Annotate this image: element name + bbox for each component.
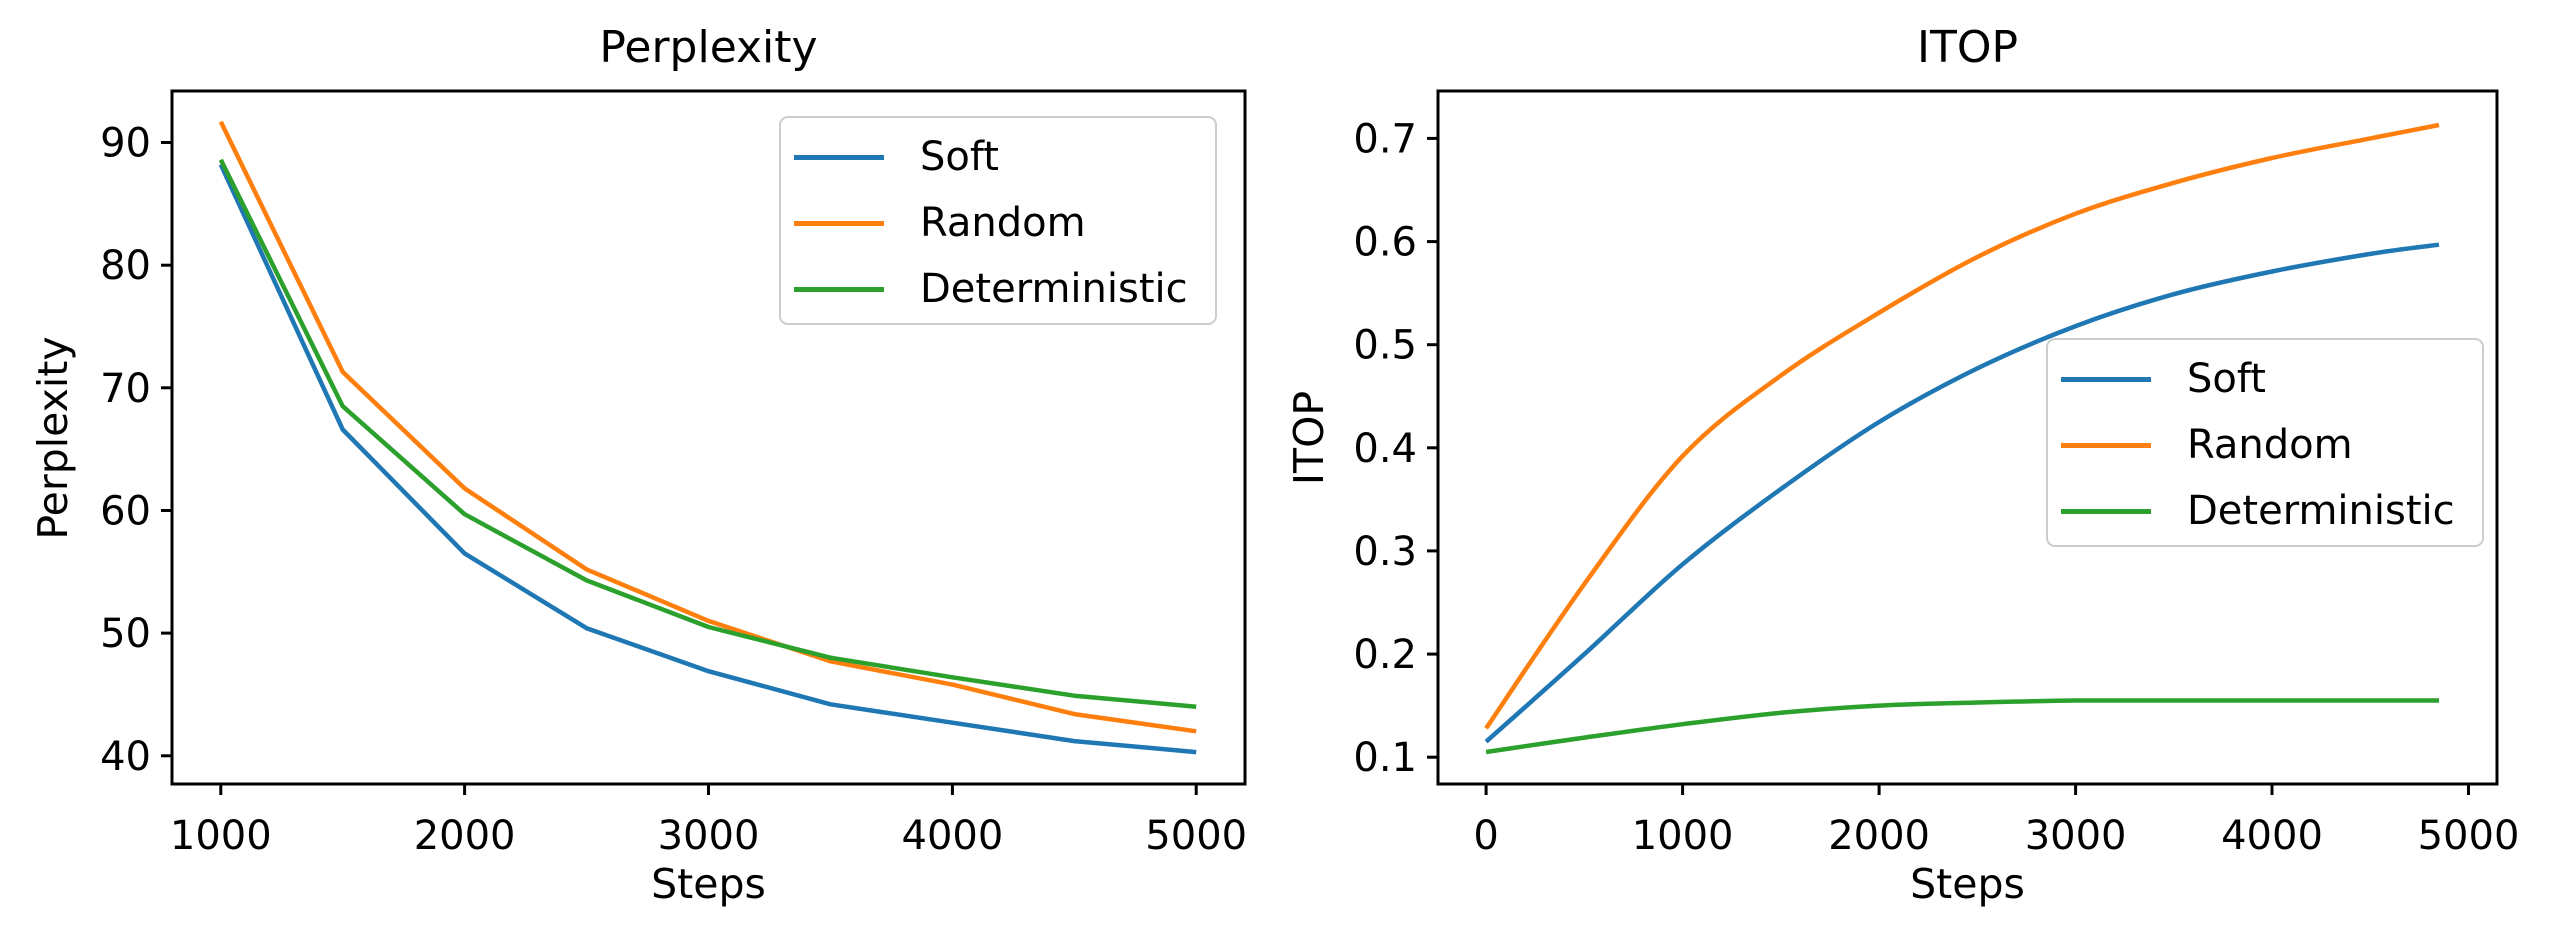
random-line-swatch (794, 220, 884, 226)
svg-text:70: 70 (100, 366, 151, 412)
svg-text:0.5: 0.5 (1353, 323, 1417, 369)
svg-text:3000: 3000 (2025, 813, 2127, 859)
y-axis-label-itop: ITOP (1285, 390, 1333, 486)
legend-item-deterministic: Deterministic (781, 256, 1215, 322)
chart-title-itop: ITOP (1916, 22, 2019, 73)
soft-line-swatch (794, 154, 884, 160)
svg-text:0.7: 0.7 (1353, 116, 1417, 162)
svg-text:1000: 1000 (170, 813, 272, 859)
svg-text:2000: 2000 (1828, 813, 1930, 859)
legend-label-soft: Soft (920, 134, 999, 180)
svg-text:4000: 4000 (2221, 813, 2323, 859)
legend-item-soft: Soft (2048, 346, 2482, 412)
svg-text:50: 50 (100, 611, 151, 657)
svg-text:4000: 4000 (902, 813, 1004, 859)
svg-text:60: 60 (100, 489, 151, 535)
x-axis-label-perplexity: Steps (651, 860, 766, 908)
legend-label-deterministic: Deterministic (920, 266, 1188, 312)
y-axis-label-perplexity: Perplexity (29, 336, 77, 540)
soft-line-swatch (2061, 376, 2151, 382)
legend-label-soft: Soft (2187, 356, 2266, 402)
svg-text:1000: 1000 (1632, 813, 1734, 859)
legend-item-random: Random (2048, 412, 2482, 478)
legend-itop: Soft Random Deterministic (2046, 338, 2484, 547)
svg-text:0: 0 (1473, 813, 1498, 859)
deterministic-line-swatch (794, 286, 884, 292)
legend-item-soft: Soft (781, 124, 1215, 190)
svg-text:0.1: 0.1 (1353, 735, 1417, 781)
svg-text:0.3: 0.3 (1353, 529, 1417, 575)
chart-title-perplexity: Perplexity (599, 22, 818, 73)
legend-item-deterministic: Deterministic (2048, 478, 2482, 544)
svg-text:2000: 2000 (414, 813, 516, 859)
legend-label-random: Random (920, 200, 1086, 246)
svg-text:3000: 3000 (658, 813, 760, 859)
legend-label-random: Random (2187, 422, 2353, 468)
legend-perplexity: Soft Random Deterministic (779, 116, 1217, 325)
svg-text:0.2: 0.2 (1353, 632, 1417, 678)
svg-text:5000: 5000 (1145, 813, 1247, 859)
legend-item-random: Random (781, 190, 1215, 256)
svg-text:40: 40 (100, 734, 151, 780)
svg-text:5000: 5000 (2418, 813, 2520, 859)
random-line-swatch (2061, 442, 2151, 448)
svg-text:80: 80 (100, 243, 151, 289)
deterministic-line-swatch (2061, 508, 2151, 514)
x-axis-label-itop: Steps (1910, 860, 2025, 908)
svg-text:0.4: 0.4 (1353, 426, 1417, 472)
legend-label-deterministic: Deterministic (2187, 488, 2455, 534)
svg-text:90: 90 (100, 121, 151, 167)
svg-text:0.6: 0.6 (1353, 220, 1417, 266)
